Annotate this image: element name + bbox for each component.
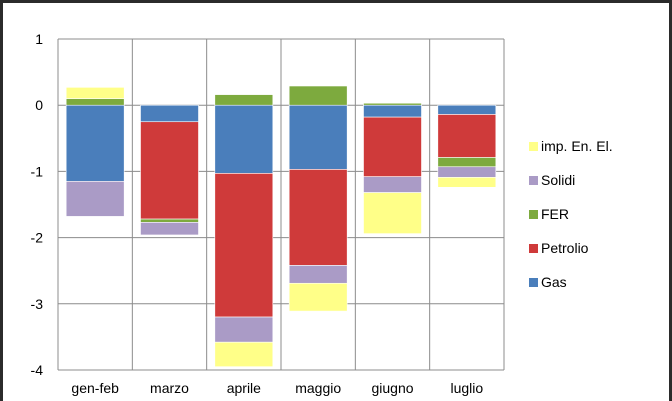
legend-label: FER — [541, 206, 569, 222]
bar-segment — [140, 121, 199, 220]
x-tick-label: giugno — [371, 380, 413, 396]
bar-segment — [214, 104, 274, 174]
x-tick-label: aprile — [227, 380, 261, 396]
bar-segment — [140, 104, 199, 123]
bar-segment — [363, 102, 422, 106]
bars — [65, 85, 497, 367]
legend-swatch — [529, 278, 538, 287]
legend-label: Gas — [541, 274, 567, 290]
legend-label: Petrolio — [541, 240, 589, 256]
y-tick-label: -4 — [31, 362, 44, 378]
y-tick-label: -2 — [31, 230, 44, 246]
bar-segment — [363, 176, 422, 193]
bar-segment — [65, 98, 125, 106]
bar-segment — [437, 177, 497, 188]
bar-segment — [363, 116, 422, 177]
y-tick-label: 1 — [35, 31, 43, 47]
bar-segment — [288, 169, 348, 266]
bar-segment — [214, 173, 274, 318]
legend-label: imp. En. El. — [541, 138, 613, 154]
y-tick-label: -3 — [31, 296, 44, 312]
x-axis-ticks: gen-feb marzo aprile maggio giugno luglio — [71, 380, 483, 396]
x-tick-label: marzo — [150, 380, 189, 396]
legend-swatch — [529, 176, 538, 185]
bar-segment — [65, 104, 125, 182]
x-tick-label: maggio — [295, 380, 341, 396]
bar-segment — [437, 114, 497, 158]
bar-segment — [140, 222, 199, 236]
legend-swatch — [529, 210, 538, 219]
bar-segment — [214, 94, 274, 106]
bar-segment — [363, 104, 422, 118]
bar-segment — [65, 181, 125, 217]
bar-segment — [437, 157, 497, 168]
legend-swatch — [529, 142, 538, 151]
bar-segment — [214, 341, 274, 367]
legend-swatch — [529, 244, 538, 253]
y-tick-label: 0 — [35, 97, 43, 113]
bar-segment — [437, 104, 497, 115]
x-tick-label: gen-feb — [71, 380, 119, 396]
y-tick-label: -1 — [31, 163, 44, 179]
grid-lines — [57, 38, 505, 371]
x-tick-label: luglio — [450, 380, 483, 396]
bar-segment — [140, 218, 199, 223]
legend: imp. En. El. Solidi FER Petrolio Gas — [529, 138, 613, 290]
bar-segment — [363, 192, 422, 234]
bar-segment — [437, 166, 497, 178]
bar-segment — [214, 316, 274, 343]
bar-segment — [288, 265, 348, 284]
y-axis-ticks: 1 0 -1 -2 -3 -4 — [31, 31, 44, 378]
bar-segment — [288, 85, 348, 106]
bar-segment — [288, 282, 348, 312]
bar-segment — [288, 104, 348, 170]
bar-segment — [65, 87, 125, 99]
legend-label: Solidi — [541, 172, 575, 188]
